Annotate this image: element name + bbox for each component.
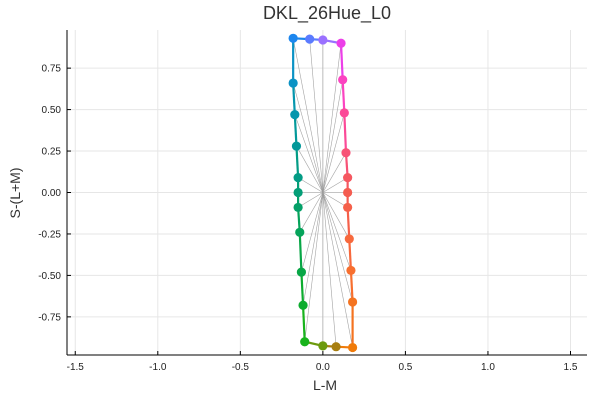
data-point xyxy=(339,108,349,118)
y-tick-label: -0.50 xyxy=(38,271,61,282)
data-point xyxy=(343,187,353,198)
spoke-line xyxy=(322,79,343,193)
data-point xyxy=(343,202,353,213)
y-tick-label: 0.50 xyxy=(42,105,62,116)
data-point xyxy=(293,172,303,183)
data-point xyxy=(344,234,354,244)
series-line-segment xyxy=(349,270,354,302)
spoke-line xyxy=(301,192,324,273)
data-point xyxy=(318,341,328,351)
spoke-line xyxy=(322,192,348,208)
data-point xyxy=(288,33,298,43)
data-point xyxy=(300,337,310,347)
series-line-segment xyxy=(348,238,353,271)
y-tick-label: 0.75 xyxy=(42,64,62,75)
data-point xyxy=(338,75,348,85)
chart-title: DKL_26Hue_L0 xyxy=(263,3,391,24)
spoke-line xyxy=(292,38,324,193)
spoke-line xyxy=(304,192,324,342)
x-tick-label: 0.5 xyxy=(398,362,412,373)
data-point xyxy=(347,342,358,353)
spoke-line xyxy=(296,145,324,193)
spoke-line xyxy=(309,39,324,193)
y-tick-label: 0.25 xyxy=(42,147,62,158)
data-point xyxy=(296,267,307,277)
series-line-segment xyxy=(341,79,346,113)
series-line-segment xyxy=(301,305,306,342)
spoke-line xyxy=(322,43,342,193)
data-point xyxy=(346,265,356,276)
x-tick-label: 0.0 xyxy=(316,362,330,373)
series-line-segment xyxy=(298,232,303,273)
grid-layer xyxy=(67,30,587,355)
y-tick-label: -0.25 xyxy=(38,229,61,240)
spoke-line xyxy=(322,192,352,271)
series-point-layer xyxy=(288,33,358,353)
data-point xyxy=(341,148,351,158)
series-line-segment xyxy=(346,207,351,239)
spoke-line xyxy=(294,114,324,193)
spoke-line xyxy=(297,177,324,193)
x-tick-label: 1.0 xyxy=(481,362,495,373)
x-tick-label: -0.5 xyxy=(232,362,250,373)
y-axis-label: S-(L+M) xyxy=(7,168,23,219)
y-tick-label: -0.75 xyxy=(38,312,61,323)
y-tick-labels: -0.75 -0.50 -0.25 0.00 0.25 0.50 0.75 xyxy=(38,64,71,323)
data-point xyxy=(347,297,358,307)
data-point xyxy=(295,227,305,237)
series-line-segment xyxy=(343,112,348,153)
series-line-segment xyxy=(295,146,300,178)
spoke-line xyxy=(297,192,324,208)
data-point xyxy=(298,300,308,310)
data-point xyxy=(293,187,303,198)
spoke-line xyxy=(302,192,324,306)
spoke-line xyxy=(322,192,353,303)
data-point xyxy=(293,202,303,213)
spoke-line xyxy=(299,192,324,233)
data-point xyxy=(318,35,328,45)
data-point xyxy=(288,78,298,88)
x-tick-labels: -1.5 -1.0 -0.5 0.0 0.5 1.0 1.5 xyxy=(67,351,578,373)
data-point xyxy=(305,34,315,44)
data-point xyxy=(291,141,302,151)
x-tick-label: -1.5 xyxy=(67,362,85,373)
series-line-segment xyxy=(300,272,305,306)
y-tick-label: 0.00 xyxy=(42,188,62,199)
series-line-segment xyxy=(293,114,298,147)
spoke-line xyxy=(322,112,345,193)
spoke-line xyxy=(322,192,350,240)
x-tick-label: -1.0 xyxy=(149,362,167,373)
data-point xyxy=(336,38,346,48)
data-point xyxy=(290,109,300,120)
spoke-line xyxy=(322,192,353,348)
spoke-line xyxy=(322,177,348,193)
series-line-segment xyxy=(339,43,344,80)
x-axis-label: L-M xyxy=(313,377,337,393)
spoke-line xyxy=(322,192,337,347)
x-tick-label: 1.5 xyxy=(564,362,578,373)
data-point xyxy=(331,342,341,352)
spoke-line xyxy=(322,152,347,193)
spoke-line xyxy=(292,82,324,193)
data-point xyxy=(343,172,353,183)
series-line-segment xyxy=(292,83,296,115)
